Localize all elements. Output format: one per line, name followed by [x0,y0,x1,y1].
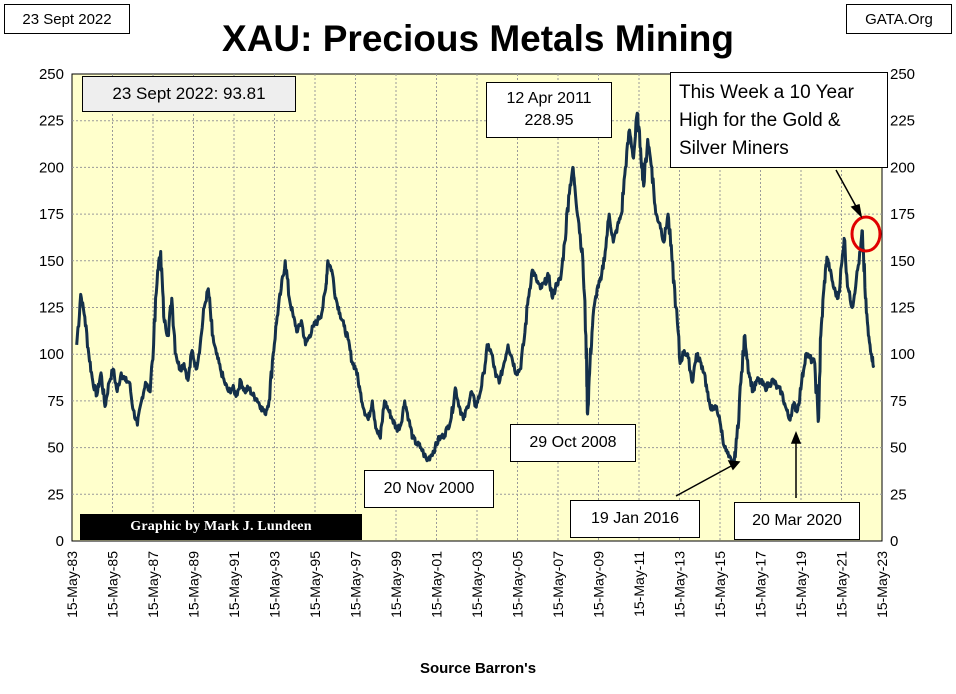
y-tick-label: 150 [39,253,64,270]
callout-2020-low: 20 Mar 2020 [734,502,860,540]
callout-week-line-1: This Week a 10 Year [679,82,854,103]
y-tick-label: 225 [39,113,64,130]
y-tick-label: 250 [890,66,915,83]
y-tick-label: 125 [890,300,915,317]
x-tick-label: 15-May-03 [469,551,485,618]
callout-week-line-3: Silver Miners [679,138,789,159]
x-tick-label: 15-May-93 [267,551,283,618]
x-tick-label: 15-May-19 [793,551,809,618]
callout-2011-value: 228.95 [524,112,574,129]
y-tick-label: 25 [47,486,64,503]
x-tick-label: 15-May-97 [348,551,364,618]
x-tick-label: 15-May-17 [753,551,769,618]
x-axis: 15-May-83 15-May-85 15-May-87 15-May-89 15-M… [64,551,890,618]
y-tick-label: 75 [47,393,64,410]
y-axis-right: 0 25 50 75 100 125 150 175 200 225 250 [890,66,915,550]
callout-2000-low: 20 Nov 2000 [364,470,494,508]
x-tick-label: 15-May-21 [834,551,850,618]
x-tick-label: 15-May-87 [145,551,161,618]
x-tick-label: 15-May-89 [186,551,202,618]
arrowhead-2016 [727,460,741,471]
graphic-credit: Graphic by Mark J. Lundeen [80,514,362,540]
y-axis-left: 0 25 50 75 100 125 150 175 200 225 250 [39,66,64,550]
x-tick-label: 15-May-15 [712,551,728,618]
y-tick-label: 0 [890,533,898,550]
y-tick-label: 100 [890,346,915,363]
x-tick-label: 15-May-11 [631,551,647,617]
callout-2008-low: 29 Oct 2008 [510,424,636,462]
y-tick-label: 200 [39,159,64,176]
y-tick-label: 250 [39,66,64,83]
y-tick-label: 200 [890,159,915,176]
x-tick-label: 15-May-91 [226,551,242,618]
y-tick-label: 25 [890,486,907,503]
y-tick-label: 225 [890,113,915,130]
arrow-2016 [675,464,734,497]
callout-2011-date: 12 Apr 2011 [506,90,592,107]
x-tick-label: 15-May-09 [591,551,607,618]
x-tick-label: 15-May-95 [307,551,323,618]
arrowhead-ten-year-high [850,204,863,219]
x-tick-label: 15-May-23 [874,551,890,618]
y-tick-label: 0 [56,533,64,550]
y-tick-label: 50 [47,440,64,457]
y-tick-label: 175 [39,206,64,223]
y-tick-label: 125 [39,300,64,317]
callout-ten-year-high: This Week a 10 Year High for the Gold & … [670,72,888,168]
date-label-box: 23 Sept 2022 [4,4,130,34]
y-tick-label: 100 [39,346,64,363]
annotation-arrows [675,169,863,498]
y-tick-label: 175 [890,206,915,223]
callout-week-line-2: High for the Gold & [679,110,841,131]
xau-series-line [75,111,876,469]
y-tick-label: 50 [890,440,907,457]
callout-2011-peak: 12 Apr 2011 228.95 [486,82,612,138]
x-tick-label: 15-May-05 [510,551,526,618]
x-tick-label: 15-May-01 [429,551,445,618]
arrowhead-2020 [790,430,802,444]
y-tick-label: 150 [890,253,915,270]
y-tick-label: 75 [890,393,907,410]
callout-current-value: 23 Sept 2022: 93.81 [82,76,296,112]
callout-2016-low: 19 Jan 2016 [570,500,700,538]
chart-title: XAU: Precious Metals Mining [222,18,734,59]
site-label-box: GATA.Org [846,4,952,34]
x-tick-label: 15-May-13 [672,551,688,618]
x-tick-label: 15-May-85 [105,551,121,618]
ten-year-high-circle [850,215,882,253]
x-tick-label: 15-May-83 [64,551,80,618]
arrow-ten-year-high [835,169,859,211]
source-label: Source Barron's [419,660,537,677]
x-tick-label: 15-May-99 [388,551,404,618]
x-tick-label: 15-May-07 [550,551,566,618]
